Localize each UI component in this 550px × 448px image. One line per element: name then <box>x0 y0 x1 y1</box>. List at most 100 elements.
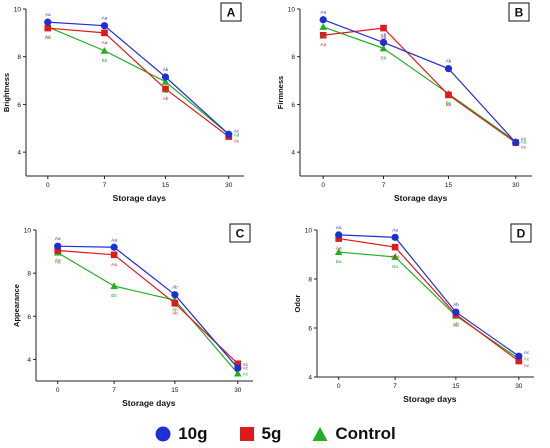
y-axis-label: Brightness <box>2 73 11 112</box>
legend-item-5g: 5g <box>238 424 281 444</box>
data-label-control: Bb <box>102 58 108 63</box>
data-label-10g: Ac <box>521 137 527 142</box>
series-line-control <box>322 26 517 142</box>
data-point-10g <box>512 139 520 147</box>
data-label-5g: Ac <box>521 145 527 150</box>
data-point-10g <box>171 291 179 299</box>
y-tick-label: 4 <box>308 375 312 382</box>
data-label-control: Ba <box>336 259 342 264</box>
data-point-10g <box>100 22 109 30</box>
data-point-10g <box>234 364 242 372</box>
legend-marker-10g <box>155 426 171 442</box>
x-tick-label: 30 <box>234 387 242 394</box>
data-label-5g: Ab <box>172 310 178 315</box>
series-line-10g <box>338 234 520 357</box>
chart-panel-d: 4 6 8 10 0 7 15 30 Storage days Odor D Aa Aa Ab Ac Aa AB… <box>293 223 534 404</box>
data-label-5g: Ac <box>524 363 530 368</box>
y-tick-label: 8 <box>27 271 31 278</box>
series-line-control <box>57 252 239 374</box>
data-label-5g: Aa <box>102 40 108 45</box>
y-axis-label: Firmness <box>276 76 285 109</box>
x-tick-label: 15 <box>445 182 453 189</box>
x-tick-label: 30 <box>512 182 520 189</box>
x-tick-label: 7 <box>112 387 116 394</box>
data-label-10g: Ab <box>163 67 169 72</box>
data-point-10g <box>225 130 233 138</box>
data-point-5g <box>110 251 118 259</box>
y-tick-label: 6 <box>17 102 21 109</box>
data-label-control: Ab <box>453 323 459 328</box>
series-line-control <box>338 251 520 360</box>
x-axis-label: Storage days <box>113 193 167 203</box>
y-tick-label: 4 <box>27 357 31 364</box>
data-label-control: Ad <box>234 132 240 137</box>
y-axis-label: Appearance <box>12 284 21 327</box>
data-label-10g: Ab <box>381 32 387 37</box>
y-tick-label: 8 <box>308 277 312 284</box>
data-point-10g <box>54 242 62 250</box>
data-label-10g: Ab <box>453 302 459 307</box>
data-label-10g: Ac <box>234 128 240 133</box>
data-point-10g <box>379 38 388 47</box>
legend-marker-control <box>312 427 328 441</box>
x-tick-label: 7 <box>382 182 386 189</box>
y-tick-label: 8 <box>291 54 295 61</box>
x-tick-label: 0 <box>46 182 50 189</box>
data-label-control: Ba <box>392 264 398 269</box>
x-tick-label: 15 <box>162 182 170 189</box>
series-line-5g <box>338 237 520 362</box>
y-tick-label: 6 <box>308 326 312 333</box>
series-line-10g <box>322 19 517 144</box>
data-label-control: Ab <box>163 89 169 94</box>
data-point-control <box>234 369 242 377</box>
data-point-5g <box>101 29 108 37</box>
data-point-10g <box>444 65 453 73</box>
data-label-10g: Aa <box>336 225 342 230</box>
data-label-control: Bb <box>381 55 387 60</box>
y-tick-label: 10 <box>14 7 22 14</box>
data-label-10g: Ac <box>524 350 530 355</box>
legend-label-control: Control <box>335 424 396 443</box>
x-tick-label: 0 <box>321 182 325 189</box>
x-tick-label: 7 <box>103 182 107 189</box>
data-point-5g <box>391 243 399 251</box>
chart-panel-a: 4 6 8 10 0 7 15 30 Storage days Brightness A Aa Aa Ab… <box>2 2 244 203</box>
data-label-control: Ac <box>243 371 249 376</box>
data-point-5g <box>515 357 523 365</box>
y-axis-label: Odor <box>293 294 302 312</box>
data-point-5g <box>335 235 342 242</box>
data-label-10g: Aa <box>102 16 108 21</box>
data-point-10g <box>110 243 118 251</box>
data-point-5g <box>445 91 452 99</box>
y-tick-label: 6 <box>27 314 31 321</box>
y-tick-label: 6 <box>291 102 295 109</box>
data-label-10g: Aa <box>111 237 117 242</box>
legend-item-control: Control <box>311 424 396 444</box>
data-label-5g: Ab <box>163 96 169 101</box>
data-point-control <box>391 253 399 260</box>
y-tick-label: 4 <box>291 150 295 157</box>
panel-letter-box <box>510 223 532 243</box>
data-label-control: Aa <box>320 34 326 39</box>
panel-letter: D <box>517 227 526 241</box>
y-tick-label: 4 <box>17 150 21 157</box>
series-line-5g <box>323 27 517 144</box>
data-point-control <box>100 46 109 54</box>
data-label-5g: ABa <box>391 254 400 259</box>
data-point-10g <box>319 16 327 24</box>
data-label-5g: Aa <box>336 246 342 251</box>
data-point-5g <box>54 247 61 254</box>
legend-marker-5g <box>239 427 254 441</box>
legend: 10g 5g Control <box>0 422 550 446</box>
series-line-control <box>47 26 230 135</box>
data-label-10g: Aa <box>392 227 398 232</box>
data-point-control <box>319 23 327 30</box>
data-label-control: Ab <box>172 307 178 312</box>
x-axis-label: Storage days <box>122 398 176 408</box>
panel-letter: C <box>236 227 245 241</box>
data-label-control: Bb <box>111 293 117 298</box>
x-tick-label: 0 <box>337 383 341 390</box>
y-tick-label: 10 <box>288 7 296 14</box>
x-tick-label: 0 <box>56 387 60 394</box>
